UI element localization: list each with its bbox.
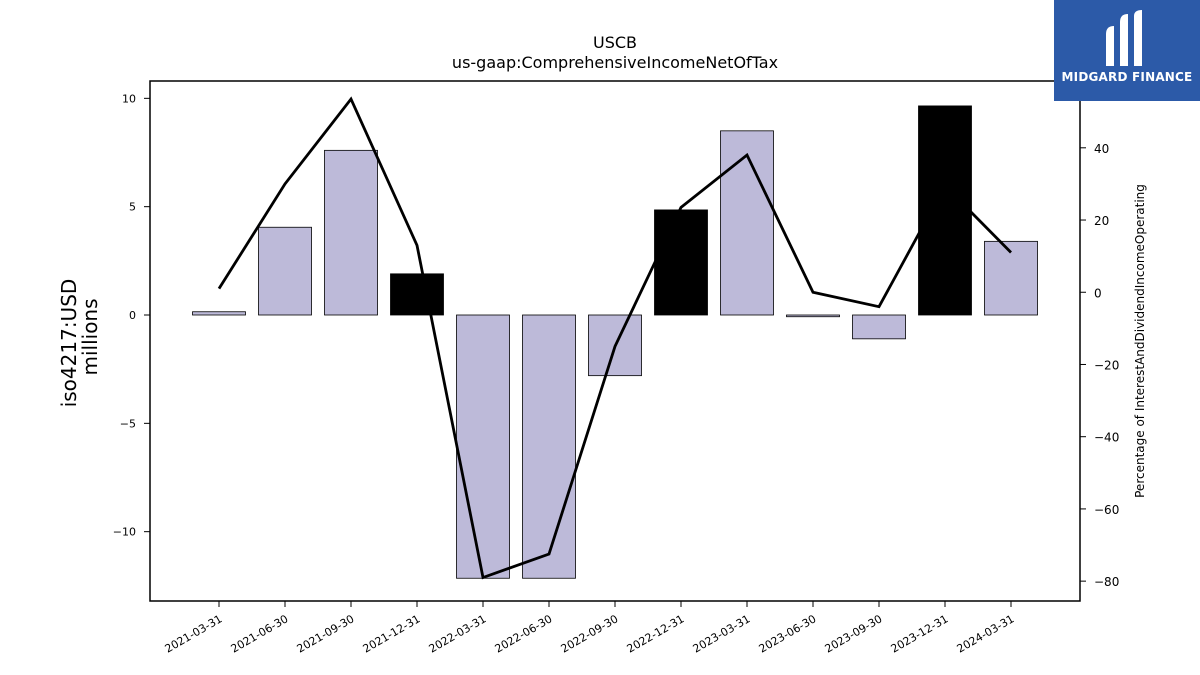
y2-tick-label: 0 [1094, 286, 1102, 300]
bar-2021-06-30 [258, 226, 312, 316]
bar-2023-12-31 [918, 105, 972, 316]
x-tick-label: 2021-12-31 [361, 612, 423, 655]
bar-2023-09-30 [852, 314, 906, 340]
y2-tick-label: −60 [1094, 503, 1119, 517]
x-axis: 2021-03-31 2021-06-30 2021-09-30 2021-12-31… [163, 601, 1017, 656]
y-tick-label: −10 [113, 526, 136, 539]
y2-tick-label: 20 [1094, 214, 1109, 228]
y-axis-right: −80 −60 −40 −20 0 20 40 [1080, 142, 1119, 589]
x-tick-label: 2022-09-30 [559, 612, 621, 655]
line-layer [217, 96, 1012, 580]
brand-logo: MIDGARD FINANCE [1054, 0, 1200, 101]
x-tick-label: 2024-03-31 [955, 612, 1017, 655]
x-tick-label: 2021-06-30 [229, 612, 291, 655]
bar-2024-03-31 [984, 240, 1038, 316]
bar-2023-06-30 [786, 314, 840, 318]
x-tick-label: 2023-03-31 [691, 612, 753, 655]
y-tick-label: 5 [129, 201, 136, 214]
bar-2022-12-31 [654, 209, 708, 316]
y-tick-label: −5 [120, 417, 136, 430]
chart-title: USCB [593, 33, 637, 52]
y-axis-label: iso4217:USD [57, 279, 81, 408]
x-tick-label: 2021-09-30 [295, 612, 357, 655]
x-tick-label: 2021-03-31 [163, 612, 225, 655]
y2-tick-label: 40 [1094, 142, 1109, 156]
x-tick-label: 2022-12-31 [625, 612, 687, 655]
brand-mark-icon [1106, 10, 1142, 66]
chart-subtitle: us-gaap:ComprehensiveIncomeNetOfTax [452, 53, 778, 72]
x-tick-label: 2022-06-30 [493, 612, 555, 655]
x-tick-label: 2023-12-31 [889, 612, 951, 655]
y-axis-left: −10 −5 0 5 10 [113, 92, 150, 539]
bar-2022-06-30 [522, 314, 576, 579]
y-tick-label: 10 [122, 92, 136, 105]
y2-tick-label: −20 [1094, 358, 1119, 372]
y2-tick-label: −80 [1094, 575, 1119, 589]
x-tick-label: 2022-03-31 [427, 612, 489, 655]
y2-tick-label: −40 [1094, 431, 1119, 445]
y-tick-label: 0 [129, 309, 136, 322]
bar-group [192, 105, 1038, 579]
bar-2021-12-31 [390, 273, 444, 316]
y2-axis-label: Percentage of InterestAndDividendIncomeO… [1133, 184, 1147, 498]
bar-2021-03-31 [192, 311, 246, 316]
bar-2023-03-31 [720, 130, 774, 316]
x-tick-label: 2023-09-30 [823, 612, 885, 655]
bar-2021-09-30 [324, 149, 378, 316]
brand-name: MIDGARD FINANCE [1061, 70, 1193, 84]
x-tick-label: 2023-06-30 [757, 612, 819, 655]
y-axis-label-sub: millions [78, 298, 102, 375]
bar-2022-03-31 [456, 314, 510, 579]
